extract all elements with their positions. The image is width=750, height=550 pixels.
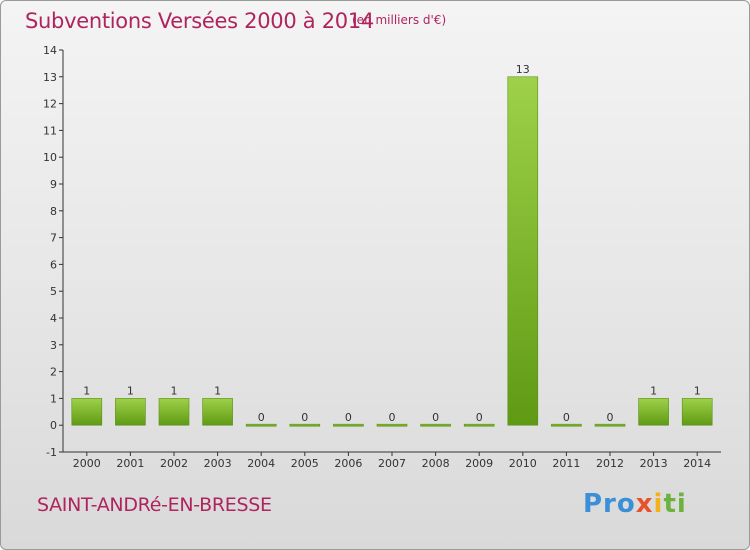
x-tick-label: 2012 [596, 457, 624, 470]
bar-2007 [376, 423, 408, 427]
bar-2006 [333, 423, 364, 427]
place-name: SAINT-ANDRé-EN-BRESSE [37, 494, 272, 516]
y-tick-label: 12 [43, 98, 57, 111]
logo-part-x: x [635, 489, 654, 519]
x-tick-label: 2006 [334, 457, 362, 470]
x-tick-label: 2013 [640, 457, 668, 470]
bar-2005 [289, 423, 321, 427]
bar-2001 [115, 398, 146, 426]
x-tick-label: 2007 [378, 457, 406, 470]
y-tick-label: 11 [43, 124, 57, 137]
proxiti-logo[interactable]: Proxiti [583, 489, 687, 519]
bar-value-label: 1 [83, 384, 90, 397]
bar-value-label: 0 [432, 411, 439, 424]
bar-2003 [202, 398, 233, 426]
x-tick-label: 2003 [204, 457, 232, 470]
bar-value-label: 0 [476, 411, 483, 424]
bar-2014 [681, 398, 713, 426]
bar-value-label: 0 [301, 411, 308, 424]
y-tick-label: 4 [50, 312, 57, 325]
y-tick-label: 5 [50, 285, 57, 298]
bar-value-label: 1 [650, 384, 657, 397]
bar-value-label: 1 [127, 384, 134, 397]
bar-2010 [507, 76, 539, 426]
y-tick-label: 13 [43, 71, 57, 84]
x-tick-label: 2011 [552, 457, 580, 470]
bar-value-label: 0 [607, 411, 614, 424]
y-tick-label: -1 [46, 446, 57, 459]
logo-part-pro: Pro [583, 489, 636, 519]
bar-value-label: 1 [694, 384, 701, 397]
logo-part-i: i [653, 489, 664, 519]
chart-title: Subventions Versées 2000 à 2014 [25, 9, 374, 33]
bar-value-label: 0 [258, 411, 265, 424]
y-tick-label: 7 [50, 232, 57, 245]
y-tick-label: 8 [50, 205, 57, 218]
y-tick-label: 10 [43, 151, 57, 164]
y-tick-label: 14 [43, 44, 57, 57]
x-tick-label: 2000 [73, 457, 101, 470]
x-tick-label: 2002 [160, 457, 188, 470]
bar-2009 [463, 423, 495, 427]
y-tick-label: 6 [50, 258, 57, 271]
bar-value-label: 0 [345, 411, 352, 424]
bar-2012 [594, 423, 626, 427]
bar-2013 [638, 398, 669, 426]
x-tick-label: 2009 [465, 457, 493, 470]
x-tick-label: 2010 [509, 457, 537, 470]
y-tick-label: 9 [50, 178, 57, 191]
x-tick-label: 2004 [247, 457, 275, 470]
bar-value-label: 13 [516, 63, 530, 76]
chart-unit: (en milliers d'€) [352, 13, 447, 27]
logo-part-ti: ti [663, 489, 687, 519]
y-tick-label: 3 [50, 339, 57, 352]
y-tick-label: 2 [50, 366, 57, 379]
y-tick-label: 1 [50, 392, 57, 405]
y-tick-label: 0 [50, 419, 57, 432]
bar-2002 [158, 398, 190, 426]
x-tick-label: 2008 [422, 457, 450, 470]
bar-2000 [71, 398, 103, 426]
bar-value-label: 1 [214, 384, 221, 397]
bar-2008 [420, 423, 451, 427]
x-tick-label: 2001 [116, 457, 144, 470]
bar-value-label: 0 [389, 411, 396, 424]
x-tick-label: 2005 [291, 457, 319, 470]
x-tick-label: 2014 [683, 457, 711, 470]
bar-2004 [245, 423, 277, 427]
bar-value-label: 1 [171, 384, 178, 397]
bar-2011 [551, 423, 582, 427]
bar-value-label: 0 [563, 411, 570, 424]
